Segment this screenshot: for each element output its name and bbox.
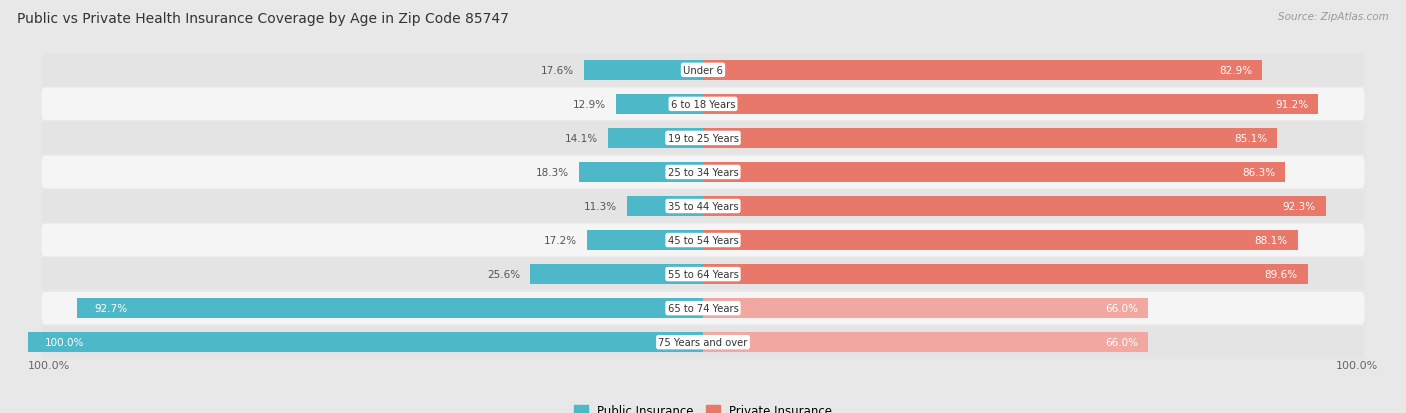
FancyBboxPatch shape xyxy=(42,224,1364,257)
Bar xyxy=(703,196,1326,217)
FancyBboxPatch shape xyxy=(42,156,1364,189)
Bar xyxy=(703,332,1149,353)
Bar xyxy=(703,264,1308,285)
Bar xyxy=(586,230,703,251)
Text: 19 to 25 Years: 19 to 25 Years xyxy=(668,133,738,144)
Text: 85.1%: 85.1% xyxy=(1234,133,1267,144)
FancyBboxPatch shape xyxy=(42,190,1364,223)
Text: 14.1%: 14.1% xyxy=(565,133,598,144)
Text: 75 Years and over: 75 Years and over xyxy=(658,337,748,347)
FancyBboxPatch shape xyxy=(42,122,1364,155)
Text: Under 6: Under 6 xyxy=(683,66,723,76)
Bar xyxy=(703,162,1285,183)
Text: 11.3%: 11.3% xyxy=(583,202,617,211)
Text: 12.9%: 12.9% xyxy=(572,100,606,109)
Text: Source: ZipAtlas.com: Source: ZipAtlas.com xyxy=(1278,12,1389,22)
Bar xyxy=(77,298,703,318)
Bar xyxy=(585,60,703,81)
Text: 25 to 34 Years: 25 to 34 Years xyxy=(668,168,738,178)
Bar xyxy=(703,230,1298,251)
FancyBboxPatch shape xyxy=(42,292,1364,325)
Bar xyxy=(703,128,1277,149)
Text: 17.2%: 17.2% xyxy=(544,235,576,245)
Bar xyxy=(607,128,703,149)
Text: 35 to 44 Years: 35 to 44 Years xyxy=(668,202,738,211)
Bar xyxy=(530,264,703,285)
Text: 18.3%: 18.3% xyxy=(536,168,569,178)
Text: 89.6%: 89.6% xyxy=(1264,269,1298,280)
FancyBboxPatch shape xyxy=(42,88,1364,121)
Text: 66.0%: 66.0% xyxy=(1105,337,1139,347)
Bar xyxy=(28,332,703,353)
Bar xyxy=(616,95,703,115)
Text: 25.6%: 25.6% xyxy=(486,269,520,280)
Text: 91.2%: 91.2% xyxy=(1275,100,1309,109)
Text: 6 to 18 Years: 6 to 18 Years xyxy=(671,100,735,109)
Text: 82.9%: 82.9% xyxy=(1219,66,1253,76)
Bar xyxy=(703,298,1149,318)
Text: 17.6%: 17.6% xyxy=(541,66,574,76)
Text: 88.1%: 88.1% xyxy=(1254,235,1288,245)
Text: 45 to 54 Years: 45 to 54 Years xyxy=(668,235,738,245)
FancyBboxPatch shape xyxy=(42,326,1364,358)
Text: 66.0%: 66.0% xyxy=(1105,304,1139,313)
Bar xyxy=(627,196,703,217)
Text: 100.0%: 100.0% xyxy=(28,360,70,370)
Text: 92.3%: 92.3% xyxy=(1282,202,1316,211)
Text: 55 to 64 Years: 55 to 64 Years xyxy=(668,269,738,280)
FancyBboxPatch shape xyxy=(42,258,1364,291)
Text: 100.0%: 100.0% xyxy=(1336,360,1378,370)
Legend: Public Insurance, Private Insurance: Public Insurance, Private Insurance xyxy=(571,401,835,413)
Text: 100.0%: 100.0% xyxy=(45,337,84,347)
Bar xyxy=(703,95,1319,115)
Text: 92.7%: 92.7% xyxy=(94,304,128,313)
Text: 86.3%: 86.3% xyxy=(1241,168,1275,178)
Text: Public vs Private Health Insurance Coverage by Age in Zip Code 85747: Public vs Private Health Insurance Cover… xyxy=(17,12,509,26)
Bar xyxy=(703,60,1263,81)
Text: 65 to 74 Years: 65 to 74 Years xyxy=(668,304,738,313)
Bar xyxy=(579,162,703,183)
FancyBboxPatch shape xyxy=(42,55,1364,87)
